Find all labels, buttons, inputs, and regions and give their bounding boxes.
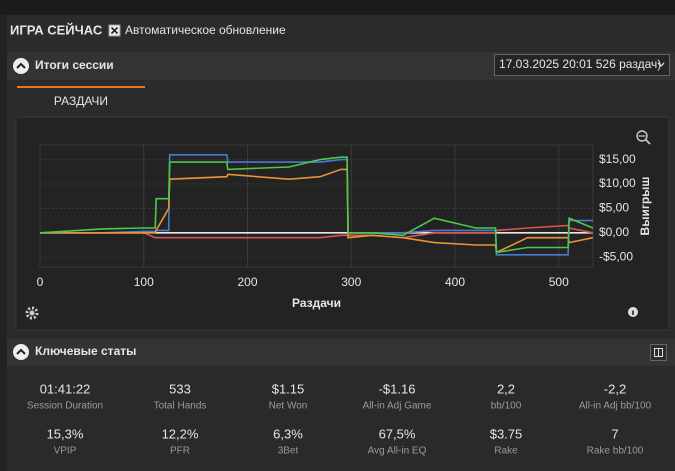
series-line	[40, 168, 594, 254]
chevron	[16, 348, 26, 355]
stats-header	[7, 339, 675, 366]
series-line	[39, 156, 594, 254]
checkbox-mark	[110, 26, 119, 35]
zoom-handle	[644, 138, 651, 145]
zoom-icon[interactable]	[636, 130, 648, 142]
session-dropdown[interactable]	[494, 54, 670, 76]
page-title: ИГРА СЕЙЧАС	[10, 22, 103, 37]
dropdown-text: 17.03.2025 20:01 526 раздач)	[499, 57, 661, 71]
session-title: Итоги сессии	[35, 58, 114, 72]
x-tick-label: 400	[445, 275, 465, 289]
tab-indicator	[17, 86, 145, 88]
stat-value: 15,3%	[47, 426, 84, 441]
x-tick-label: 300	[341, 275, 361, 289]
stat-value: 7	[611, 426, 618, 441]
stat-label: Session Duration	[27, 401, 103, 412]
x-tick-label: 0	[37, 275, 44, 289]
stat-value: -$1.16	[379, 381, 416, 396]
stats-grid: 01:41:22 Session Duration 533 Total Hands $1…	[27, 381, 652, 456]
stat-label: All-in Adj bb/100	[579, 401, 652, 412]
y-tick-label: $5,00	[599, 201, 629, 215]
stat-label: Total Hands	[154, 401, 207, 412]
stat-value: 67,5%	[379, 426, 416, 441]
chevron	[16, 62, 26, 69]
plot: 0 100 200 300 400 500 -$5,00 $0,00 $5,00 $10,00 $1…	[37, 144, 652, 310]
collapse-button[interactable]	[13, 58, 29, 74]
stats-title: Ключевые статы	[35, 344, 136, 358]
stat-label: Rake bb/100	[587, 446, 644, 457]
tab-label: РАЗДАЧИ	[54, 94, 108, 108]
stat-label: Net Won	[269, 401, 308, 412]
x-tick-label: 200	[237, 275, 257, 289]
stat-value: 533	[169, 381, 191, 396]
stat-label: VPIP	[54, 446, 77, 457]
stat-value: 6,3%	[273, 426, 303, 441]
stat-value: $3.75	[490, 426, 523, 441]
stat-label: All-in Adj Game	[363, 401, 432, 412]
auto-update-label[interactable]: Автоматическое обновление	[125, 23, 286, 37]
y-axis-label: Выигрыш	[638, 177, 652, 236]
stat-label: Rake	[494, 446, 518, 457]
chart-panel	[15, 116, 670, 331]
series-line	[40, 224, 594, 239]
y-tick-label: $0,00	[599, 225, 629, 239]
settings-hub	[29, 310, 35, 316]
tab[interactable]	[17, 86, 145, 116]
stat-value: 01:41:22	[40, 381, 91, 396]
stat-label: bb/100	[491, 401, 522, 412]
stats-panel	[7, 368, 675, 471]
x-axis-label: Раздачи	[292, 296, 341, 310]
stat-label: Avg All-in EQ	[368, 446, 427, 457]
left-strip	[0, 15, 7, 471]
top-bar	[0, 0, 675, 15]
stat-label: PFR	[170, 446, 190, 457]
settings-icon[interactable]	[25, 306, 39, 320]
stat-value: -2,2	[604, 381, 626, 396]
stat-value: 12,2%	[162, 426, 199, 441]
stat-value: 2,2	[497, 381, 515, 396]
layout-icon	[654, 348, 663, 357]
y-tick-label: $15,00	[599, 152, 636, 166]
stat-value: $1.15	[272, 381, 305, 396]
y-tick-label: -$5,00	[599, 249, 633, 263]
x-tick-label: 500	[549, 275, 569, 289]
x-tick-label: 100	[134, 275, 154, 289]
y-tick-label: $10,00	[599, 176, 636, 190]
stats-collapse[interactable]	[13, 344, 29, 360]
dropdown-arrow	[657, 62, 665, 67]
stat-label: 3Bet	[278, 446, 299, 457]
